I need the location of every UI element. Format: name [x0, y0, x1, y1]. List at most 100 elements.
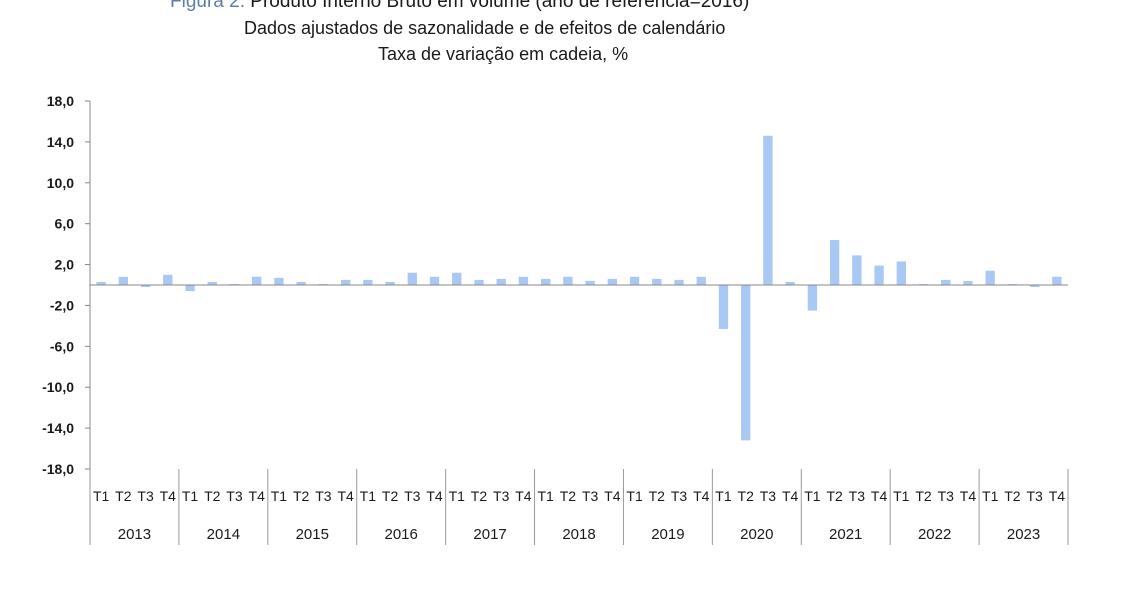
bar: [96, 281, 106, 285]
bar: [852, 255, 862, 285]
y-tick-label: 14,0: [47, 134, 74, 150]
x-tick-label-quarter: T2: [1004, 488, 1021, 504]
chart-title-text: Produto Interno Bruto em volume (ano de …: [250, 0, 750, 12]
bar: [185, 285, 195, 292]
x-tick-label-quarter: T4: [871, 488, 888, 504]
bar: [429, 276, 440, 285]
x-tick-label-quarter: T2: [649, 488, 666, 504]
chart-header: Figura 2. Produto Interno Bruto em volum…: [0, 0, 1128, 80]
x-tick-label-quarter: T1: [804, 488, 821, 504]
x-tick-label-quarter: T3: [493, 488, 510, 504]
x-tick-label-quarter: T4: [960, 488, 977, 504]
x-tick-label-year: 2023: [1007, 526, 1040, 543]
chart-subtitle-adjustment: Dados ajustados de sazonalidade e de efe…: [244, 18, 726, 38]
x-tick-label-quarter: T4: [249, 488, 266, 504]
x-tick-label-year: 2016: [384, 526, 417, 543]
x-tick-label-quarter: T3: [849, 488, 866, 504]
x-tick-label-year: 2019: [651, 526, 684, 543]
y-tick-label: -6,0: [50, 338, 74, 354]
x-tick-label-quarter: T2: [738, 488, 755, 504]
y-tick-label: 18,0: [47, 93, 74, 109]
bar: [785, 281, 795, 285]
bar: [118, 276, 129, 285]
bar: [696, 276, 706, 285]
bar: [452, 272, 462, 285]
figure-label: Figura 2.: [170, 0, 245, 12]
bar: [652, 278, 662, 285]
x-tick-label-quarter: T1: [449, 488, 466, 504]
bar: [896, 261, 906, 285]
x-tick-label-quarter: T4: [426, 488, 443, 504]
bar: [607, 278, 618, 285]
bar: [718, 285, 729, 329]
bar: [363, 279, 373, 285]
x-tick-label-quarter: T3: [404, 488, 421, 504]
bar: [229, 283, 240, 285]
bar: [163, 274, 173, 285]
x-tick-label-quarter: T3: [938, 488, 955, 504]
x-tick-label-quarter: T1: [893, 488, 910, 504]
bar: [763, 135, 773, 285]
x-tick-label-quarter: T4: [337, 488, 354, 504]
x-tick-label-quarter: T4: [515, 488, 532, 504]
bar: [496, 278, 506, 285]
x-tick-label-year: 2015: [296, 526, 329, 543]
x-tick-label-quarter: T2: [382, 488, 399, 504]
x-tick-label-quarter: T1: [537, 488, 554, 504]
y-tick-label: 2,0: [55, 257, 75, 273]
x-tick-label-quarter: T4: [693, 488, 710, 504]
bar: [807, 285, 818, 311]
bar: [941, 279, 951, 285]
bar: [741, 285, 751, 441]
x-tick-label-quarter: T2: [826, 488, 843, 504]
x-tick-label-quarter: T3: [137, 488, 154, 504]
chart-title: Figura 2. Produto Interno Bruto em volum…: [170, 0, 749, 13]
y-tick-label: -2,0: [50, 297, 74, 313]
bar: [140, 285, 151, 288]
x-tick-label-year: 2021: [829, 526, 862, 543]
x-tick-label-quarter: T2: [204, 488, 221, 504]
x-tick-label-quarter: T3: [315, 488, 332, 504]
bar: [407, 272, 417, 285]
x-tick-label-quarter: T1: [271, 488, 288, 504]
bar: [985, 270, 995, 285]
x-axis: T1 T2 T3 T4 T1 T2 T3 T4 T1 T2 T3 T4 T1 T2 T3 T4 T1 T2 T3 T4…: [89, 284, 1069, 545]
bar: [318, 283, 329, 285]
x-tick-label-quarter: T2: [560, 488, 577, 504]
bar: [1052, 276, 1062, 285]
bar: [585, 280, 595, 285]
x-tick-label-quarter: T4: [160, 488, 177, 504]
x-tick-label-quarter: T4: [604, 488, 621, 504]
bar: [829, 240, 840, 285]
x-tick-label-quarter: T2: [915, 488, 932, 504]
x-tick-label-quarter: T1: [360, 488, 377, 504]
x-tick-label-quarter: T3: [760, 488, 777, 504]
x-tick-label-year: 2014: [207, 526, 240, 543]
y-axis: 18,0 14,0 10,0 6,0 2,0 -2,0 -6,0 -10,0 -14,0 -18,…: [42, 93, 91, 477]
x-tick-label-year: 2020: [740, 526, 773, 543]
bar: [540, 278, 551, 285]
x-tick-label-quarter: T3: [671, 488, 688, 504]
x-tick-label-quarter: T1: [715, 488, 732, 504]
x-tick-label-quarter: T3: [226, 488, 243, 504]
bar: [1007, 283, 1018, 285]
bar: [674, 279, 684, 285]
bar: [474, 279, 484, 285]
bar: [963, 280, 973, 285]
x-tick-label-year: 2022: [918, 526, 951, 543]
bar: [874, 265, 884, 285]
y-tick-label: -10,0: [42, 379, 74, 395]
bar: [518, 276, 529, 285]
y-tick-label: 6,0: [55, 216, 75, 232]
chart-subtitle-unit: Taxa de variação em cadeia, %: [378, 44, 629, 64]
y-tick-label: -18,0: [42, 461, 74, 477]
bar: [274, 277, 284, 285]
x-tick-label-year: 2013: [118, 526, 151, 543]
x-tick-label-quarter: T4: [782, 488, 799, 504]
y-tick-label: -14,0: [42, 420, 74, 436]
bar: [918, 283, 929, 285]
bar: [1029, 285, 1040, 288]
x-tick-label-quarter: T3: [582, 488, 599, 504]
x-tick-label-quarter: T4: [1049, 488, 1066, 504]
